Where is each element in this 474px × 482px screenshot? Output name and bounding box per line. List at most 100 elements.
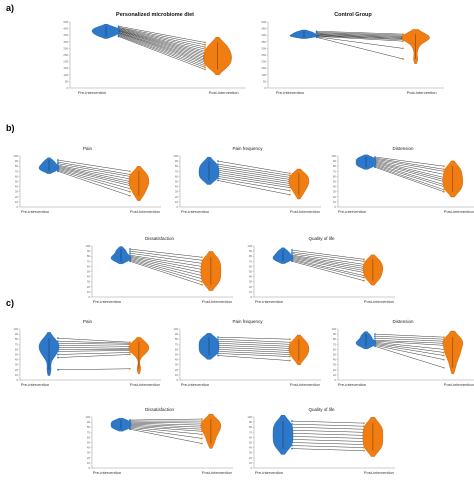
y-tick-label: 200 <box>63 60 68 64</box>
point-pre <box>374 335 376 338</box>
point-post <box>289 353 291 356</box>
paired-line <box>291 258 364 273</box>
point-post <box>442 344 445 347</box>
y-tick-label: 30 <box>15 190 19 194</box>
y-tick-label: 350 <box>63 40 68 44</box>
y-tick-label: 10 <box>15 200 19 204</box>
point-post <box>363 422 365 425</box>
point-pre <box>129 248 131 250</box>
point-post <box>363 425 365 428</box>
point-pre <box>291 426 293 429</box>
paired-line <box>217 165 290 178</box>
point-post <box>201 256 203 259</box>
y-tick-label: 50 <box>65 79 69 83</box>
point-post <box>363 265 365 268</box>
point-post <box>442 354 445 357</box>
paired-line <box>374 342 444 350</box>
paired-line <box>374 333 444 338</box>
point-post <box>442 351 445 354</box>
y-tick-label: 80 <box>87 254 91 258</box>
y-tick-label: 40 <box>87 446 91 450</box>
paired-line <box>217 178 290 191</box>
point-pre <box>57 368 59 371</box>
y-tick-label: 40 <box>15 185 19 189</box>
y-tick-label: 50 <box>249 270 253 274</box>
y-tick-label: 30 <box>15 363 19 367</box>
point-pre <box>217 346 219 349</box>
point-pre <box>217 352 219 355</box>
y-tick-label: 70 <box>333 169 337 173</box>
y-tick-label: 20 <box>333 195 337 199</box>
section-label-a: a) <box>6 3 14 13</box>
paired-line <box>118 32 206 61</box>
y-tick-label: 10 <box>175 200 179 204</box>
x-label-pre: Pre-intervention <box>78 90 106 95</box>
point-post <box>363 271 365 274</box>
point-post <box>204 56 206 59</box>
point-post <box>129 175 131 178</box>
y-tick-label: 0 <box>176 205 178 209</box>
point-post <box>201 426 203 429</box>
paired-line <box>374 158 444 172</box>
point-post <box>201 442 203 445</box>
y-tick-label: 40 <box>175 358 179 362</box>
point-pre <box>57 170 59 173</box>
y-tick-label: 30 <box>249 451 253 455</box>
point-pre <box>57 342 59 345</box>
paired-line <box>374 344 444 356</box>
paired-line <box>129 422 202 426</box>
point-post <box>201 265 203 268</box>
point-post <box>402 38 404 41</box>
point-pre <box>291 444 293 447</box>
paired-line <box>129 421 202 424</box>
y-tick-label: 30 <box>87 451 91 455</box>
paired-line <box>217 349 290 353</box>
point-post <box>442 173 445 176</box>
point-post <box>442 342 445 345</box>
paired-line <box>129 256 202 273</box>
paired-line <box>129 259 202 279</box>
point-post <box>363 269 365 272</box>
point-post <box>363 443 365 446</box>
point-pre <box>217 340 219 343</box>
point-pre <box>291 252 293 255</box>
point-post <box>289 359 291 362</box>
chart-title: Pain <box>83 319 93 324</box>
point-post <box>289 193 291 196</box>
point-post <box>442 188 445 191</box>
point-post <box>289 355 291 358</box>
paired-line <box>291 426 364 430</box>
y-tick-label: 20 <box>175 368 179 372</box>
y-tick-label: 10 <box>175 373 179 377</box>
point-post <box>129 178 131 180</box>
paired-line <box>291 423 364 427</box>
point-pre <box>217 173 219 176</box>
y-tick-label: 0 <box>88 466 90 470</box>
y-tick-label: 80 <box>333 337 337 341</box>
paired-line <box>57 170 130 192</box>
paired-line <box>291 442 364 445</box>
point-pre <box>291 438 293 441</box>
y-tick-label: 60 <box>15 174 19 178</box>
y-tick-label: 100 <box>247 244 252 248</box>
point-post <box>129 349 131 352</box>
y-tick-label: 100 <box>331 327 336 331</box>
paired-line <box>57 343 130 345</box>
paired-line <box>57 350 130 352</box>
point-post <box>442 180 445 183</box>
point-post <box>129 367 131 370</box>
point-pre <box>57 344 59 347</box>
paired-line <box>129 250 202 261</box>
point-post <box>289 176 291 179</box>
paired-line <box>217 172 290 184</box>
x-label-pre: Pre-intervention <box>255 299 283 304</box>
paired-line <box>217 343 290 347</box>
y-tick-label: 60 <box>333 347 337 351</box>
